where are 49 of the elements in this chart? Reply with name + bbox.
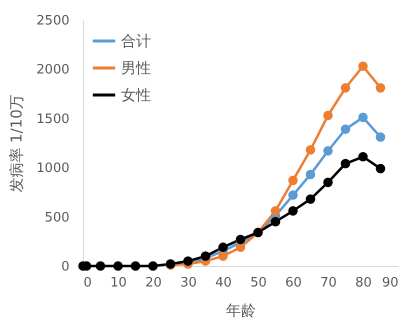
point	[113, 261, 123, 271]
y-tick-label: 2000	[36, 62, 70, 78]
point	[218, 242, 228, 252]
point	[323, 146, 333, 156]
x-tick-label: 50	[250, 276, 267, 290]
legend-label: 合计	[121, 32, 151, 50]
point	[323, 178, 333, 188]
point	[288, 190, 298, 200]
point	[130, 261, 140, 271]
point	[148, 261, 158, 271]
point	[236, 234, 246, 244]
point	[306, 145, 316, 155]
point	[306, 194, 316, 204]
y-tick-label: 0	[61, 260, 70, 274]
point	[340, 124, 350, 134]
y-tick-label: 1000	[36, 161, 70, 176]
point	[340, 83, 350, 93]
point	[358, 62, 368, 71]
legend-label: 女性	[121, 86, 151, 104]
x-tick-label: 60	[285, 276, 302, 290]
y-tick-label: 1500	[36, 112, 70, 127]
point	[270, 216, 280, 226]
x-tick-label: 70	[320, 276, 337, 290]
point	[358, 112, 368, 122]
point	[306, 170, 316, 180]
point	[270, 206, 280, 216]
y-tick-label: 2500	[36, 14, 70, 28]
point	[288, 176, 298, 186]
point	[376, 164, 386, 174]
point	[358, 152, 368, 162]
x-tick-label: 30	[180, 276, 197, 290]
point	[218, 251, 228, 261]
point	[96, 261, 106, 271]
x-tick-label: 80	[355, 276, 372, 290]
x-axis-title: 年龄	[226, 302, 256, 320]
y-axis-title: 发病率 1/10万	[7, 94, 26, 193]
point	[323, 110, 333, 120]
point	[376, 83, 386, 93]
point	[236, 242, 246, 252]
point	[376, 132, 386, 142]
x-tick-label: 90	[382, 276, 398, 290]
point	[288, 206, 298, 216]
x-tick-label: 0	[84, 276, 92, 290]
legend-label: 男性	[121, 59, 151, 77]
x-tick-label: 20	[145, 276, 162, 290]
x-tick-label: 40	[215, 276, 232, 290]
y-tick-label: 500	[44, 210, 70, 226]
x-tick-label: 10	[110, 276, 127, 290]
point	[340, 158, 350, 168]
